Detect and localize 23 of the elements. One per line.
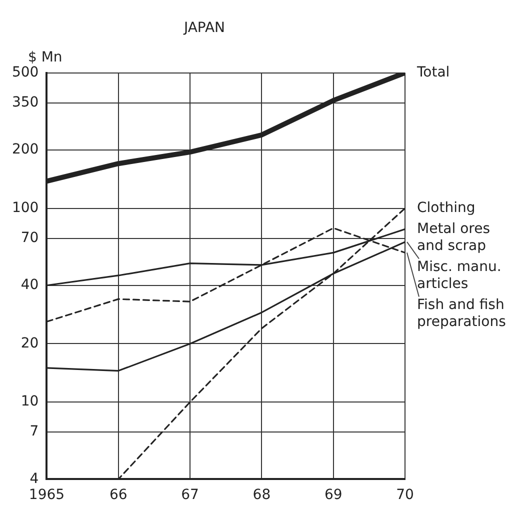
y-tick-label: 200 — [12, 142, 39, 158]
y-tick-label: 7 — [30, 424, 39, 440]
series-label: Misc. manu. articles — [417, 258, 502, 292]
series-label: Metal ores and scrap — [417, 220, 490, 254]
text: Fish and fish preparations — [417, 296, 506, 330]
y-tick-label: 350 — [12, 94, 39, 110]
x-tick-label: 69 — [324, 487, 342, 504]
y-tick-label: 20 — [20, 335, 39, 352]
x-tick-label: 1965 — [28, 487, 65, 504]
y-tick-label: 500 — [12, 64, 39, 80]
y-tick-label: 100 — [12, 200, 39, 216]
x-tick-label: 66 — [109, 487, 128, 504]
series-label: Clothing — [417, 200, 476, 216]
series-label: Total — [416, 64, 450, 80]
x-tick-label: 67 — [181, 487, 199, 504]
y-tick-label: 10 — [20, 394, 39, 410]
y-tick-label: 4 — [30, 470, 39, 487]
y-tick-label: 70 — [20, 230, 39, 246]
x-tick-label: 68 — [252, 487, 271, 504]
y-tick-label: 40 — [20, 277, 39, 294]
chart-title: JAPAN — [182, 20, 226, 36]
x-tick-label: 70 — [396, 487, 414, 504]
y-axis-title: $ Mn — [28, 49, 62, 66]
